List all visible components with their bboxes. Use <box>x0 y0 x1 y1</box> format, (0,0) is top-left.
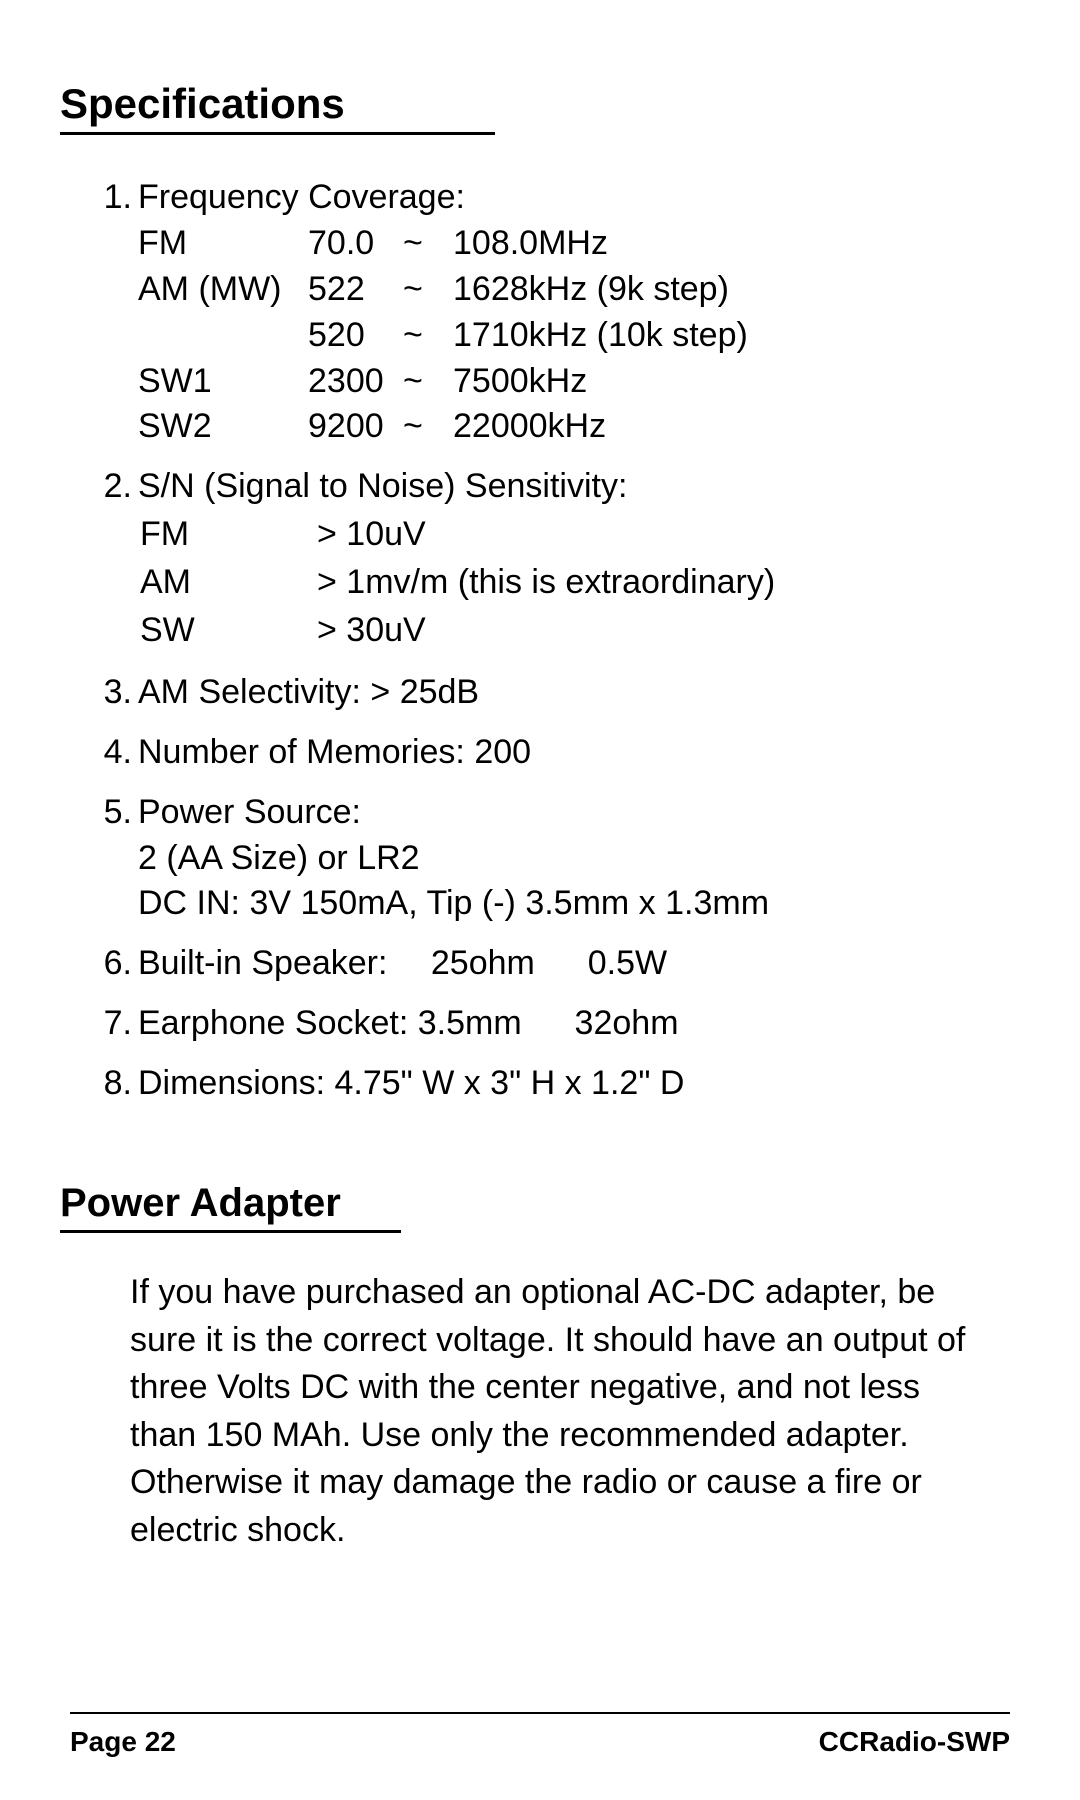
footer-rule <box>70 1712 1010 1714</box>
spec-label: Frequency Coverage: <box>138 175 1010 221</box>
spec-item-memories: Number of Memories: 200 <box>138 730 1010 776</box>
sn-row: AM > 1mv/m (this is extraordinary) <box>140 560 775 606</box>
freq-tilde: ~ <box>403 221 453 267</box>
specifications-list: Frequency Coverage: FM 70.0 ~ 108.0MHz A… <box>70 175 1010 1107</box>
sn-table: FM > 10uV AM > 1mv/m (this is extraordin… <box>138 510 777 656</box>
freq-low: 2300 <box>308 359 403 405</box>
frequency-table: FM 70.0 ~ 108.0MHz AM (MW) 522 ~ 1628kHz… <box>138 221 748 450</box>
freq-tilde: ~ <box>403 359 453 405</box>
freq-band: AM (MW) <box>138 267 308 313</box>
sn-val: > 10uV <box>317 512 775 558</box>
freq-row: FM 70.0 ~ 108.0MHz <box>138 221 748 267</box>
freq-low: 520 <box>308 313 403 359</box>
freq-row: 520 ~ 1710kHz (10k step) <box>138 313 748 359</box>
freq-high: 1628kHz (9k step) <box>453 267 748 313</box>
freq-tilde: ~ <box>403 267 453 313</box>
footer-model: CCRadio-SWP <box>819 1726 1010 1758</box>
freq-band: FM <box>138 221 308 267</box>
footer-page-number: Page 22 <box>70 1726 176 1758</box>
sn-band: SW <box>140 608 315 654</box>
spec-item-power-source: Power Source: 2 (AA Size) or LR2 DC IN: … <box>138 790 1010 928</box>
freq-high: 22000kHz <box>453 404 748 450</box>
sn-val: > 30uV <box>317 608 775 654</box>
freq-tilde: ~ <box>403 313 453 359</box>
spec-item-dimensions: Dimensions: 4.75" W x 3" H x 1.2" D <box>138 1061 1010 1107</box>
spec-line: DC IN: 3V 150mA, Tip (-) 3.5mm x 1.3mm <box>138 881 1010 927</box>
page-footer: Page 22 CCRadio-SWP <box>70 1726 1010 1758</box>
freq-band: SW2 <box>138 404 308 450</box>
sn-band: FM <box>140 512 315 558</box>
sn-band: AM <box>140 560 315 606</box>
spec-line: 2 (AA Size) or LR2 <box>138 836 1010 882</box>
spec-item-sn: S/N (Signal to Noise) Sensitivity: FM > … <box>138 464 1010 656</box>
freq-band <box>138 313 308 359</box>
spec-item-frequency: Frequency Coverage: FM 70.0 ~ 108.0MHz A… <box>138 175 1010 450</box>
freq-low: 70.0 <box>308 221 403 267</box>
freq-band: SW1 <box>138 359 308 405</box>
spec-item-speaker: Built-in Speaker: 25ohm 0.5W <box>138 941 1010 987</box>
freq-row: SW1 2300 ~ 7500kHz <box>138 359 748 405</box>
section-heading-power-adapter: Power Adapter <box>60 1181 401 1233</box>
freq-row: AM (MW) 522 ~ 1628kHz (9k step) <box>138 267 748 313</box>
spec-label: Power Source: <box>138 790 1010 836</box>
sn-row: FM > 10uV <box>140 512 775 558</box>
spec-label: S/N (Signal to Noise) Sensitivity: <box>138 464 1010 510</box>
power-adapter-paragraph: If you have purchased an optional AC-DC … <box>70 1269 1010 1555</box>
section-heading-specifications: Specifications <box>60 80 495 135</box>
freq-row: SW2 9200 ~ 22000kHz <box>138 404 748 450</box>
freq-high: 7500kHz <box>453 359 748 405</box>
freq-low: 9200 <box>308 404 403 450</box>
sn-val: > 1mv/m (this is extraordinary) <box>317 560 775 606</box>
freq-low: 522 <box>308 267 403 313</box>
freq-high: 1710kHz (10k step) <box>453 313 748 359</box>
freq-high: 108.0MHz <box>453 221 748 267</box>
sn-row: SW > 30uV <box>140 608 775 654</box>
spec-item-earphone: Earphone Socket: 3.5mm 32ohm <box>138 1001 1010 1047</box>
freq-tilde: ~ <box>403 404 453 450</box>
spec-item-am-selectivity: AM Selectivity: > 25dB <box>138 670 1010 716</box>
